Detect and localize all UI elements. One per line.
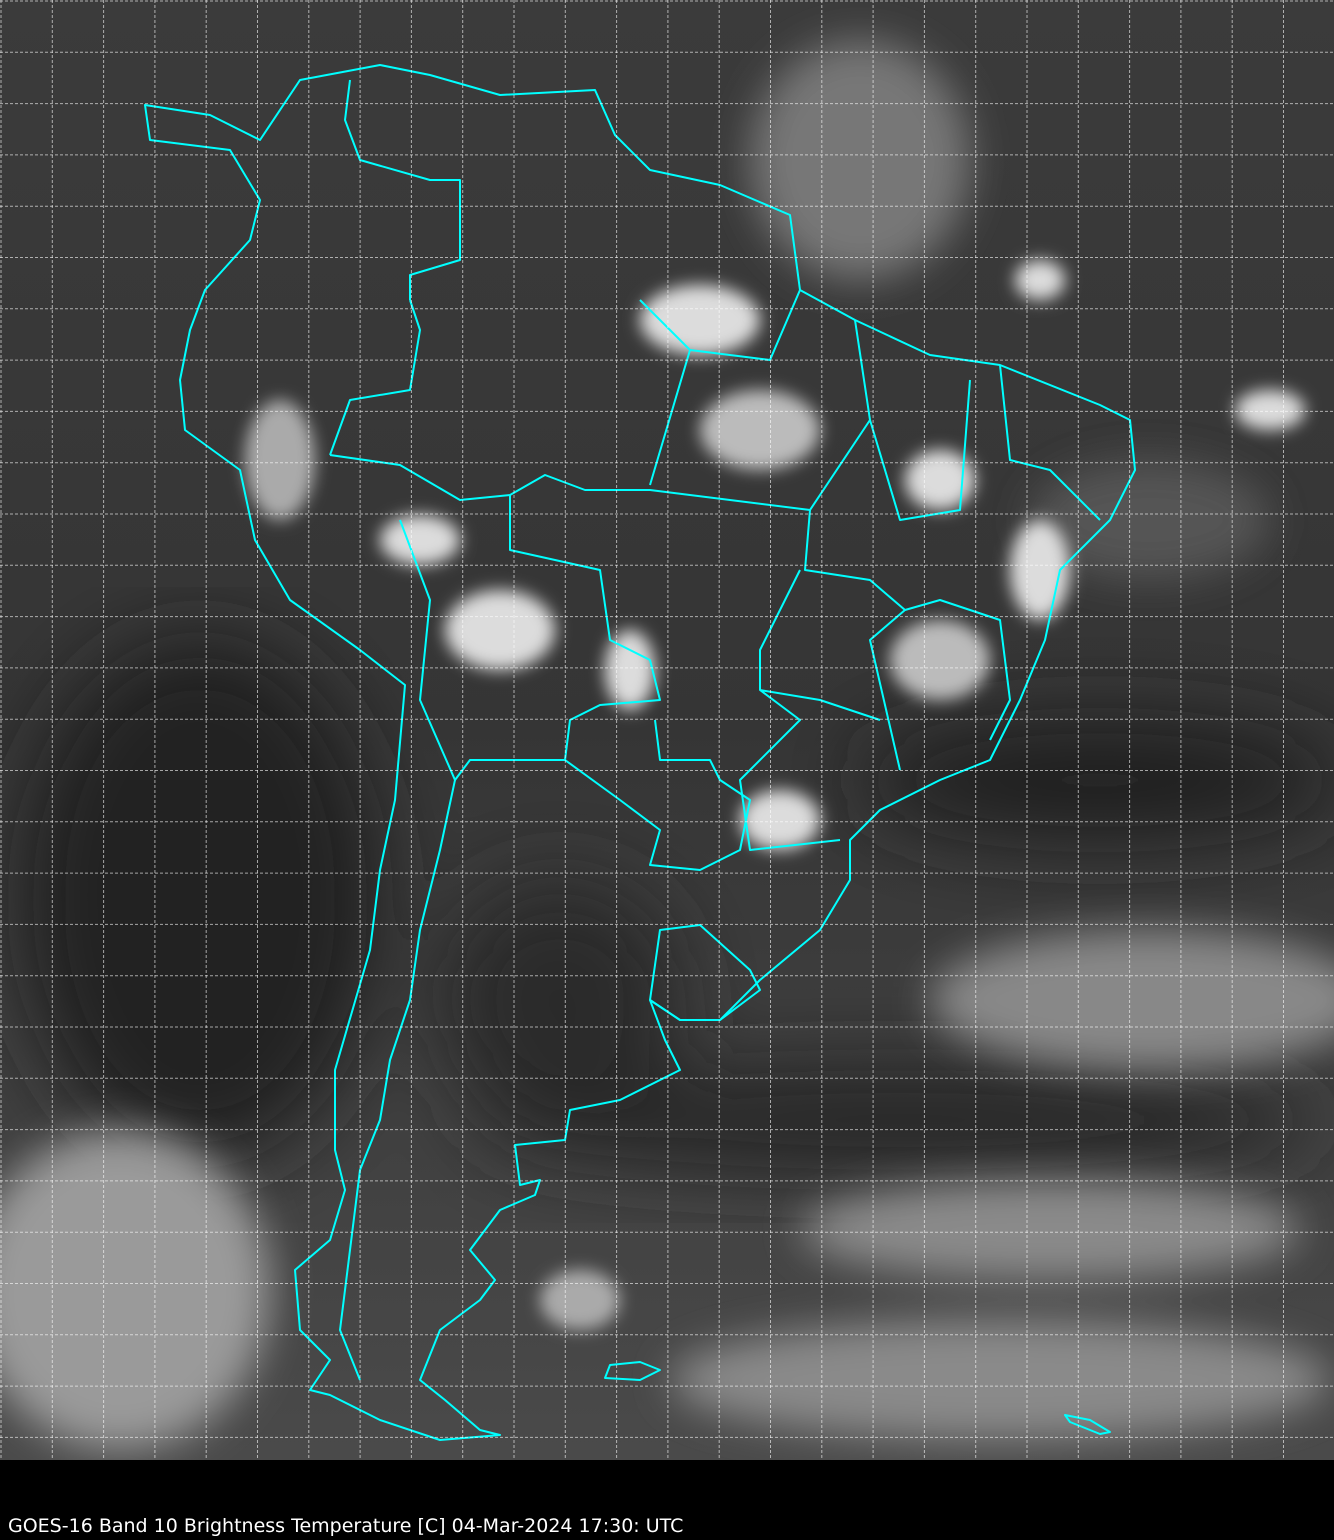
border-uruguay	[649, 924, 761, 1021]
convective-clouds	[245, 260, 1305, 1330]
cloud-masses	[0, 40, 1334, 1450]
caption-bar: GOES-16 Band 10 Brightness Temperature […	[0, 1460, 1334, 1540]
border-argentina-chile	[339, 779, 456, 1381]
border-brazil-north	[329, 299, 421, 456]
image-caption: GOES-16 Band 10 Brightness Temperature […	[8, 1515, 684, 1537]
border-peru-brazil	[329, 454, 811, 511]
border-colombia-venezuela	[344, 79, 461, 300]
satellite-map	[0, 0, 1334, 1460]
border-paraguay	[564, 719, 751, 871]
south-georgia	[1064, 1414, 1111, 1435]
falkland-islands	[604, 1361, 661, 1381]
border-bolivia	[399, 495, 661, 781]
country-borders	[144, 64, 1136, 1441]
lat-lon-gridlines	[0, 0, 1334, 1460]
